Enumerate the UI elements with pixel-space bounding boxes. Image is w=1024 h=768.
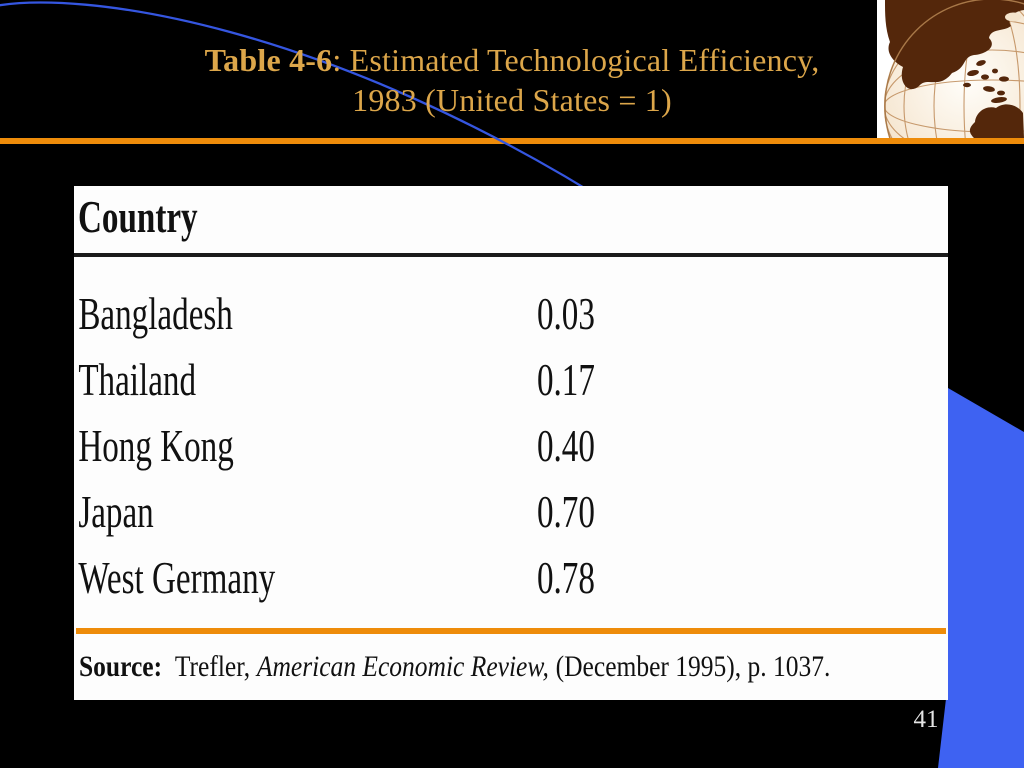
value-cell: 0.78 — [536, 551, 595, 603]
country-cell: Thailand — [78, 353, 197, 405]
globe-landmass — [885, 0, 1024, 138]
value-cell: 0.03 — [536, 287, 595, 339]
source-details: (December 1995), p. 1037. — [555, 650, 831, 683]
country-cell: West Germany — [78, 551, 276, 603]
slide-title-table-number: Table 4-6 — [204, 42, 333, 78]
globe-asia-icon — [877, 0, 1024, 214]
source-journal: American Economic Review, — [256, 650, 549, 683]
table-footer-rule — [76, 628, 946, 634]
table-panel: Country Bangladesh 0.03 Thailand 0.17 Ho… — [74, 186, 948, 700]
globe-sea-notch — [1005, 12, 1021, 22]
title-underline-rule — [0, 138, 1024, 144]
table-row: Hong Kong 0.40 — [74, 412, 948, 478]
table-row: Bangladesh 0.03 — [74, 280, 948, 346]
country-cell: Hong Kong — [78, 419, 234, 471]
value-cell: 0.17 — [536, 353, 595, 405]
table-row: Thailand 0.17 — [74, 346, 948, 412]
table-column-header: Country — [78, 191, 198, 242]
source-author: Trefler, — [174, 650, 251, 683]
table-row: West Germany 0.78 — [74, 544, 948, 610]
value-cell: 0.40 — [536, 419, 595, 471]
slide-page-number: 41 — [913, 706, 939, 733]
table-header-rule — [74, 253, 948, 257]
slide-title: Table 4-6: Estimated Technological Effic… — [0, 40, 1024, 120]
country-cell: Bangladesh — [78, 287, 233, 339]
table-row: Japan 0.70 — [74, 478, 948, 544]
country-cell: Japan — [78, 485, 154, 537]
blue-arc-line — [0, 1, 621, 211]
value-cell: 0.70 — [536, 485, 595, 537]
table-body: Bangladesh 0.03 Thailand 0.17 Hong Kong … — [74, 280, 948, 610]
source-label: Source: — [79, 650, 163, 683]
slide-title-line1: Table 4-6: Estimated Technological Effic… — [0, 40, 1024, 80]
blue-ribbon-shape — [938, 388, 1024, 768]
slide-title-line2: 1983 (United States = 1) — [352, 82, 672, 118]
slide-title-text: : Estimated Technological Efficiency, — [332, 42, 820, 78]
source-citation: Source: Trefler, American Economic Review,… — [79, 650, 830, 684]
